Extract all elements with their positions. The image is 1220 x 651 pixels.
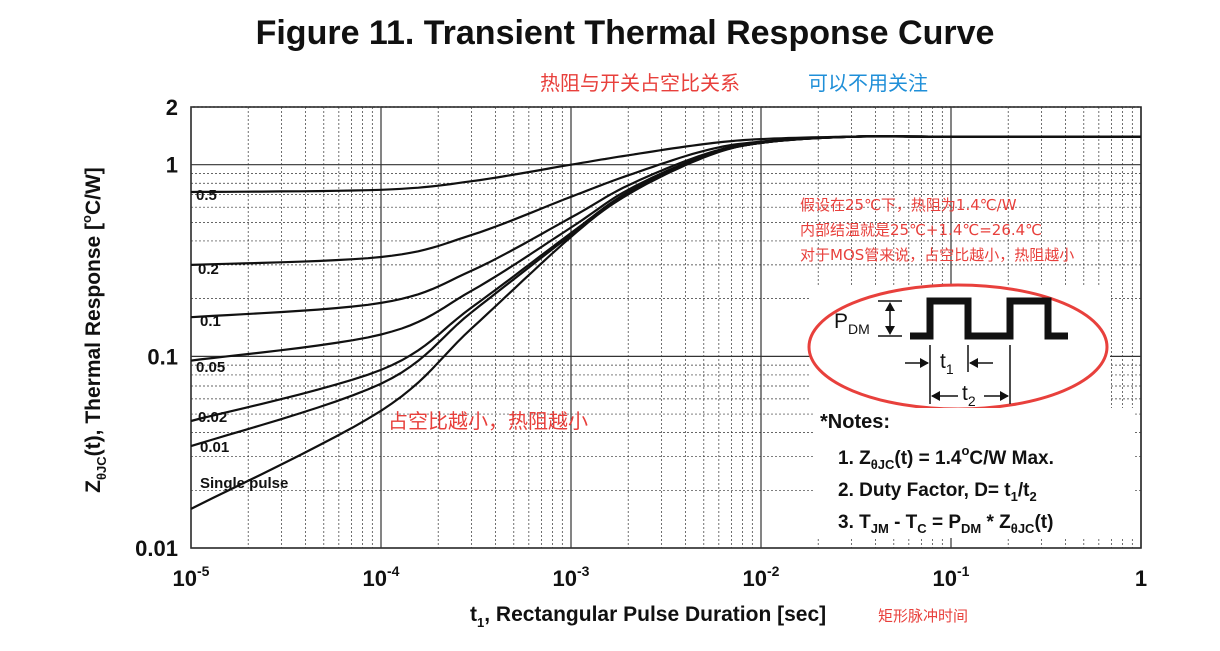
curve-label-0.1: 0.1 — [200, 313, 221, 330]
note-3: 3. TJM - TC = PDM * ZθJC(t) — [838, 512, 1053, 536]
example-line-2: 内部结温就是25℃+1.4℃=26.4℃ — [800, 221, 1042, 239]
curve-label-0.02: 0.02 — [198, 409, 227, 426]
y-tick-label: 0.1 — [147, 344, 178, 369]
t1-left-arrow-icon — [920, 358, 929, 368]
top-red-annotation: 热阻与开关占空比关系 — [540, 71, 740, 95]
x-tick-label: 1 — [1135, 566, 1147, 591]
example-line-1: 假设在25℃下，热阻为1.4℃/W — [800, 196, 1017, 214]
x-tick-label: 10-5 — [173, 563, 210, 591]
curve-label-single-pulse: Single pulse — [200, 475, 288, 492]
middle-red-annotation: 占空比越小，热阻越小 — [388, 409, 588, 433]
t2-label: t2 — [962, 382, 976, 409]
x-tick-label: 10-4 — [363, 563, 400, 591]
curve-label-0.5: 0.5 — [196, 187, 217, 204]
y-axis-label: ZθJC(t), Thermal Response [oC/W] — [79, 167, 109, 493]
pdm-label: PDM — [834, 310, 870, 337]
curve-single-pulse — [190, 135, 1141, 510]
x-tick-label: 10-1 — [933, 563, 970, 591]
y-tick-label: 0.01 — [135, 536, 178, 561]
x-axis-label: t1, Rectangular Pulse Duration [sec] — [470, 603, 826, 630]
note-1: 1. ZθJC(t) = 1.4oC/W Max. — [838, 443, 1054, 472]
t2-right-arrow-icon — [1000, 391, 1009, 401]
top-blue-annotation: 可以不用关注 — [808, 71, 928, 95]
pdm-arrow-down-icon — [885, 326, 895, 335]
x-tick-label: 10-3 — [553, 563, 590, 591]
x-tick-labels: 10-5 10-4 10-3 10-2 10-1 1 — [173, 563, 1148, 591]
t1-right-arrow-icon — [969, 358, 978, 368]
t2-left-arrow-icon — [931, 391, 940, 401]
example-line-3: 对于MOS管来说，占空比越小，热阻越小 — [800, 246, 1074, 264]
curve-label-0.01: 0.01 — [200, 439, 229, 456]
curve-label-0.2: 0.2 — [198, 261, 219, 278]
curve-label-0.05: 0.05 — [196, 359, 225, 376]
t1-label: t1 — [940, 350, 954, 377]
pulse-waveform-icon — [910, 297, 1068, 340]
y-tick-label: 2 — [166, 95, 178, 120]
chart-title: Figure 11. Transient Thermal Response Cu… — [256, 14, 995, 52]
pdm-arrow-up-icon — [885, 302, 895, 311]
y-tick-label: 1 — [166, 153, 178, 178]
curve-layer — [190, 135, 1141, 510]
notes-heading: *Notes: — [820, 411, 890, 433]
y-tick-labels: 2 1 0.1 0.01 — [135, 95, 178, 561]
pulse-diagram-bg — [810, 285, 1110, 410]
x-axis-label-cn: 矩形脉冲时间 — [878, 607, 968, 625]
x-tick-label: 10-2 — [743, 563, 780, 591]
notes-bg — [815, 408, 1133, 538]
note-2: 2. Duty Factor, D= t1/t2 — [838, 480, 1037, 504]
